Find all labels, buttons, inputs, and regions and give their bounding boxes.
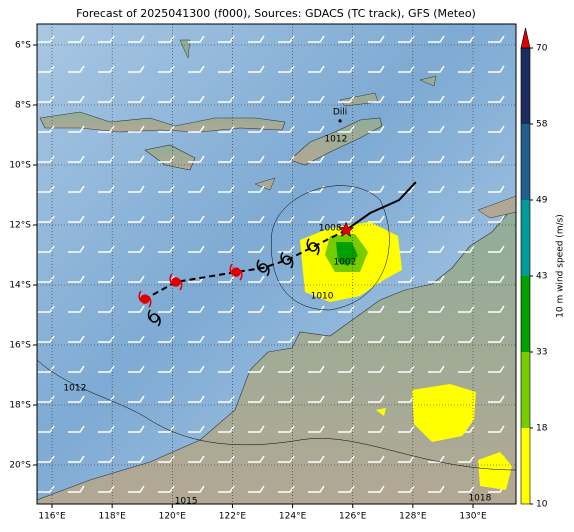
y-tick-label: 6°S (15, 41, 31, 51)
x-tick-label: 118°E (98, 512, 126, 522)
isobar-label: 1012 (324, 134, 347, 144)
isobar (271, 185, 390, 311)
cyclone-center (308, 242, 318, 252)
cyclone-center (231, 267, 241, 277)
colorbar-bin (521, 200, 530, 276)
place-label: Dili (333, 107, 347, 117)
colorbar-extend (520, 27, 531, 49)
cyclone-center (258, 263, 268, 273)
y-tick-label: 10°S (9, 161, 31, 171)
past-track (345, 181, 417, 231)
cyclone-center (149, 313, 160, 323)
isobar (37, 359, 516, 471)
cyclone-center (282, 255, 292, 265)
x-tick-label: 128°E (399, 512, 427, 522)
colorbar-tick-label: 70 (536, 44, 548, 54)
isobar-label: 1002 (333, 257, 356, 267)
colorbar-bin (521, 276, 530, 352)
y-tick-label: 12°S (9, 221, 31, 231)
map-area: 1012 1008 1002 1010 1012 1015 1018 Dili (37, 24, 516, 507)
y-tick-label: 14°S (9, 281, 31, 291)
colorbar-tick-label: 49 (536, 196, 548, 206)
colorbar-label: 10 m wind speed (m/s) (556, 214, 566, 318)
wind-area (376, 384, 512, 490)
colorbar-bin (521, 428, 530, 504)
y-tick-label: 18°S (9, 401, 31, 411)
x-tick-label: 130°E (459, 512, 487, 522)
place-dot (338, 119, 342, 123)
x-tick-label: 116°E (38, 512, 66, 522)
colorbar-tick-label: 18 (536, 424, 548, 434)
forecast-track (144, 229, 347, 300)
isobar-label: 1010 (311, 292, 334, 302)
colorbar-bin (521, 352, 530, 428)
colorbar-tick-label: 58 (536, 120, 548, 130)
chart-title: Forecast of 2025041300 (f000), Sources: … (76, 7, 476, 20)
y-tick-label: 8°S (15, 101, 31, 111)
marks: 1012 1008 1002 1010 1012 1015 1018 Dili (37, 24, 516, 507)
wind-area (336, 242, 358, 266)
x-tick-label: 124°E (279, 512, 307, 522)
x-tick-label: 126°E (339, 512, 367, 522)
colorbar-tick-label: 33 (536, 348, 547, 358)
isobar-label: 1008 (319, 224, 342, 234)
x-tick-label: 122°E (219, 512, 247, 522)
colorbar-tick-label: 10 (536, 500, 548, 510)
x-tick-label: 120°E (159, 512, 187, 522)
map-frame (36, 23, 517, 505)
colorbar-tick-label: 43 (536, 272, 547, 282)
current-position (337, 221, 355, 238)
isobar-label: 1015 (175, 497, 198, 507)
isobar-label: 1018 (468, 494, 491, 504)
isobar-label: 1012 (63, 383, 86, 393)
y-tick-label: 20°S (9, 461, 31, 471)
cyclone-center (140, 294, 150, 304)
y-tick-label: 16°S (9, 341, 31, 351)
colorbar-bin (521, 124, 530, 200)
colorbar-bin (521, 48, 530, 124)
cyclone-center (171, 277, 181, 287)
